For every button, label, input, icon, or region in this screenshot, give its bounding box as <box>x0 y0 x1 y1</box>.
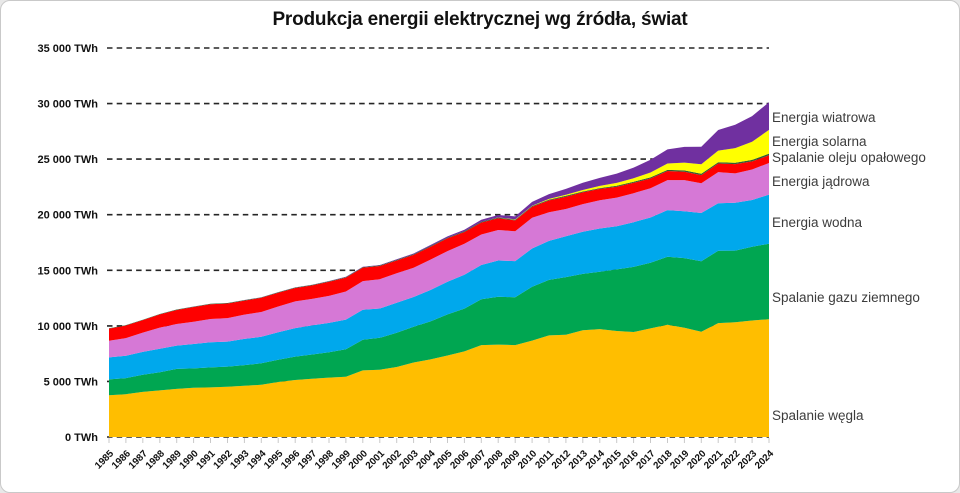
legend-label-solar: Energia solarna <box>772 134 867 149</box>
legend-label-nuclear: Energia jądrowa <box>772 174 870 189</box>
area-gas <box>109 243 769 396</box>
y-axis-label-15000: 15 000 TWh <box>37 265 98 277</box>
legend-label-wind: Energia wiatrowa <box>772 110 876 125</box>
legend-label-hydro: Energia wodna <box>772 215 863 230</box>
area-oil <box>109 155 769 341</box>
y-axis-label-10000: 10 000 TWh <box>37 321 98 333</box>
chart-title: Produkcja energii elektrycznej wg źródła… <box>272 9 688 30</box>
y-axis-label-5000: 5 000 TWh <box>44 376 99 388</box>
legend-label-oil: Spalanie oleju opałowego <box>772 150 926 165</box>
y-axis-label-30000: 30 000 TWh <box>37 99 98 111</box>
area-coal <box>109 319 769 437</box>
y-axis-label-20000: 20 000 TWh <box>37 210 98 222</box>
legend-label-coal: Spalanie węgla <box>772 408 864 423</box>
area-hydro <box>109 194 769 380</box>
legend-label-gas: Spalanie gazu ziemnego <box>772 290 920 305</box>
y-axis-label-25000: 25 000 TWh <box>37 154 98 166</box>
x-axis-label-2024: 2024 <box>753 448 777 472</box>
y-axis-label-0: 0 TWh <box>65 432 98 444</box>
area-nuclear <box>109 163 769 358</box>
y-axis-label-35000: 35 000 TWh <box>37 43 98 55</box>
